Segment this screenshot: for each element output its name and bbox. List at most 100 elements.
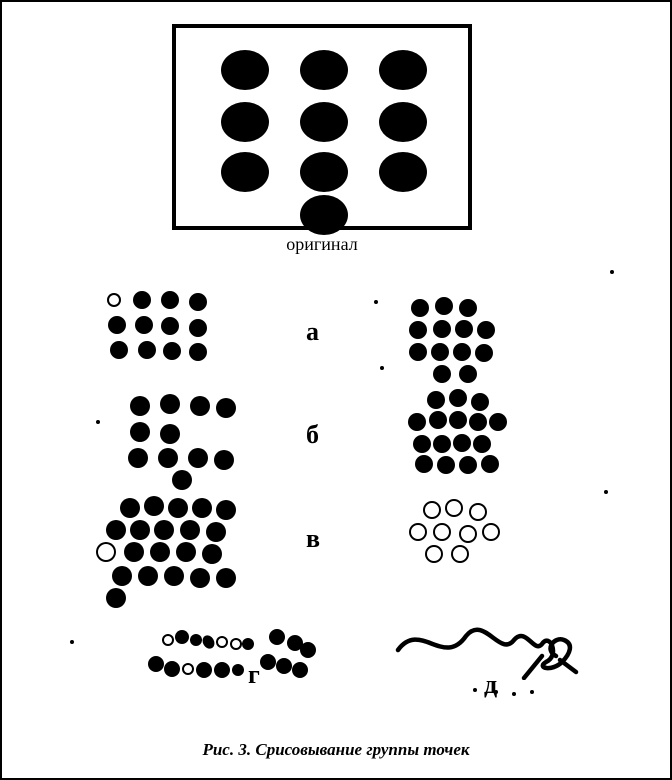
a_left-dot [138, 341, 156, 359]
b_right-dot [415, 455, 433, 473]
g-dot [276, 658, 292, 674]
g-dot [216, 636, 228, 648]
v_left-dot [180, 520, 200, 540]
b_left-dot [190, 396, 210, 416]
b_right-dot [449, 411, 467, 429]
a_right-dot [435, 297, 453, 315]
v_left-dot [112, 566, 132, 586]
v_right-dot [469, 503, 487, 521]
v_right-dot [425, 545, 443, 563]
panel-label: б [306, 420, 319, 450]
b_right-dot [473, 435, 491, 453]
b_right-dot [481, 455, 499, 473]
a_left-dot [108, 316, 126, 334]
scan-speck [380, 366, 384, 370]
scribble-d [392, 610, 582, 680]
v_right-dot [423, 501, 441, 519]
v_left-dot [106, 520, 126, 540]
v_left-dot [138, 566, 158, 586]
scan-speck [374, 300, 378, 304]
a_right-dot [453, 343, 471, 361]
v_right-dot [451, 545, 469, 563]
scan-speck [96, 420, 100, 424]
a_left-dot [161, 291, 179, 309]
a_left-dot [110, 341, 128, 359]
g-dot [190, 634, 202, 646]
b_left-dot [130, 396, 150, 416]
a_right-dot [459, 299, 477, 317]
v_left-dot [192, 498, 212, 518]
v_right-dot [482, 523, 500, 541]
a_left-dot [189, 319, 207, 337]
original-dot [221, 102, 269, 142]
v_left-dot [190, 568, 210, 588]
b_right-dot [413, 435, 431, 453]
b_right-dot [453, 434, 471, 452]
g-dot [182, 663, 194, 675]
a_left-dot [161, 317, 179, 335]
figure-page: оригиналабвгдРис. 3. Срисовывание группы… [0, 0, 672, 780]
scan-speck [530, 690, 534, 694]
b_left-dot [188, 448, 208, 468]
b_right-dot [427, 391, 445, 409]
v_left-dot [164, 566, 184, 586]
original-dot [379, 50, 427, 90]
g-dot [214, 662, 230, 678]
a_right-dot [477, 321, 495, 339]
v_left-dot [124, 542, 144, 562]
b_left-dot [216, 398, 236, 418]
scan-speck [473, 688, 477, 692]
v_left-dot [106, 588, 126, 608]
b_left-dot [214, 450, 234, 470]
a_right-dot [455, 320, 473, 338]
b_right-dot [459, 456, 477, 474]
a_right-dot [475, 344, 493, 362]
a_right-dot [431, 343, 449, 361]
b_left-dot [130, 422, 150, 442]
original-dot [300, 102, 348, 142]
scan-speck [494, 690, 498, 694]
figure-inner: оригиналабвгдРис. 3. Срисовывание группы… [22, 22, 650, 758]
a_left-dot [189, 293, 207, 311]
v_left-dot [144, 496, 164, 516]
b_right-dot [469, 413, 487, 431]
b_left-dot [172, 470, 192, 490]
g-dot [232, 664, 244, 676]
g-dot [269, 629, 285, 645]
a_right-dot [459, 365, 477, 383]
v_right-dot [433, 523, 451, 541]
v_left-dot [130, 520, 150, 540]
a_right-dot [409, 343, 427, 361]
g-dot [148, 656, 164, 672]
g-dot [164, 661, 180, 677]
g-dot [260, 654, 276, 670]
v_left-dot [216, 500, 236, 520]
a_right-dot [433, 365, 451, 383]
original-dot [221, 50, 269, 90]
v_left-dot [176, 542, 196, 562]
b_right-dot [449, 389, 467, 407]
v_left-dot [154, 520, 174, 540]
b_right-dot [408, 413, 426, 431]
a_left-dot [135, 316, 153, 334]
original-dot [300, 50, 348, 90]
b_left-dot [158, 448, 178, 468]
v_left-dot [150, 542, 170, 562]
g-dot [200, 633, 217, 651]
v_right-dot [445, 499, 463, 517]
scan-speck [512, 692, 516, 696]
g-dot [230, 638, 242, 650]
a_left-dot [133, 291, 151, 309]
b_right-dot [437, 456, 455, 474]
g-dot [196, 662, 212, 678]
b_right-dot [429, 411, 447, 429]
scan-speck [610, 270, 614, 274]
original-label: оригинал [172, 234, 472, 255]
g-dot [175, 630, 189, 644]
a_left-dot [163, 342, 181, 360]
b_left-dot [160, 394, 180, 414]
v_right-dot [459, 525, 477, 543]
g-dot [300, 642, 316, 658]
panel-label: г [248, 660, 260, 690]
g-dot [162, 634, 174, 646]
